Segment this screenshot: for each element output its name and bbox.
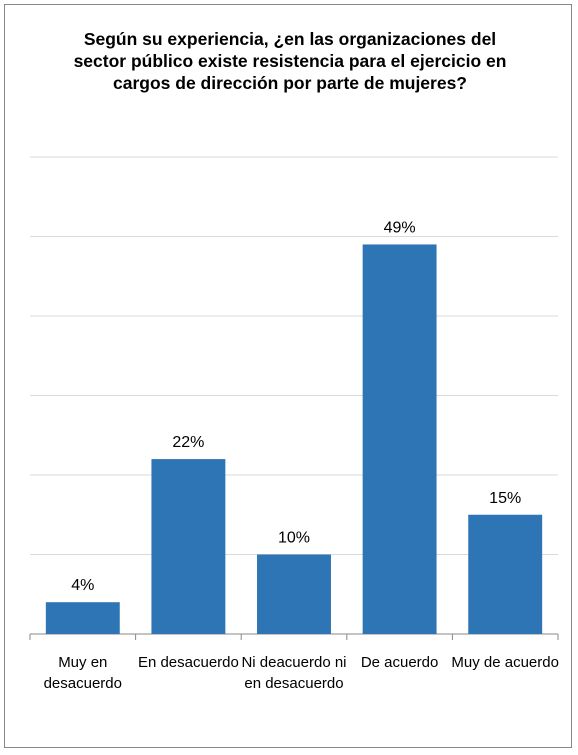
x-tick-label: Muy en desacuerdo <box>43 654 122 692</box>
bar <box>151 459 226 634</box>
bar <box>362 244 437 634</box>
x-tick-label: Ni deacuerdo ni en desacuerdo <box>241 654 347 692</box>
chart-title: Según su experiencia, ¿en las organizaci… <box>73 29 507 93</box>
bar <box>45 602 120 634</box>
value-label: 22% <box>172 434 204 451</box>
value-label: 4% <box>71 577 94 594</box>
chart-frame <box>4 4 572 748</box>
bar <box>257 554 331 634</box>
bar <box>468 514 543 634</box>
x-tick-label: De acuerdo <box>360 654 439 671</box>
x-tick-label: Muy de acuerdo <box>451 654 559 671</box>
value-label: 15% <box>489 490 521 507</box>
value-label: 49% <box>384 219 416 236</box>
value-label: 10% <box>278 530 310 547</box>
x-tick-label: En desacuerdo <box>137 654 239 671</box>
